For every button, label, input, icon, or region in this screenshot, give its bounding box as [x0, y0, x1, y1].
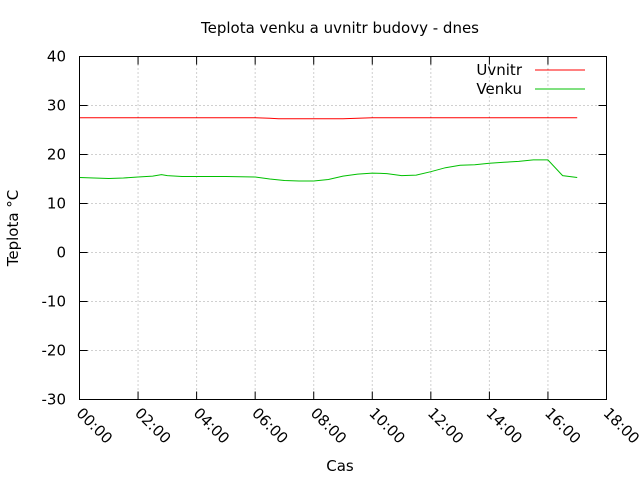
x-axis-tick-labels: 00:00 02:00 04:00 06:00 08:00 10:00 12:00 14:00…: [73, 404, 640, 447]
series-line-uvnitr: [79, 117, 578, 120]
x-tick-label: 02:00: [131, 404, 174, 447]
y-tick-label: 30: [47, 97, 66, 115]
x-tick-label: 10:00: [365, 404, 408, 447]
x-tick-label: 06:00: [248, 404, 291, 447]
legend-label-venku: Venku: [476, 80, 522, 98]
plot-area-border: [79, 56, 607, 400]
series-lines: [79, 117, 578, 182]
x-tick-label: 12:00: [424, 404, 467, 447]
x-tick-label: 18:00: [600, 404, 640, 447]
x-axis-title: Cas: [326, 457, 354, 475]
x-tick-label: 08:00: [307, 404, 350, 447]
y-axis-tick-labels: -30 -20 -10 0 10 20 30 40: [42, 48, 67, 409]
y-tick-label: 10: [47, 195, 66, 213]
y-tick-label: 40: [47, 48, 66, 66]
y-tick-label: 0: [56, 244, 66, 262]
x-tick-label: 14:00: [483, 404, 526, 447]
x-tick-label: 16:00: [541, 404, 584, 447]
legend-label-uvnitr: Uvnitr: [476, 61, 522, 79]
y-tick-label: 20: [47, 146, 66, 164]
chart-title: Teplota venku a uvnitr budovy - dnes: [200, 19, 479, 37]
grid-lines: [79, 56, 607, 400]
y-tick-label: -10: [42, 293, 67, 311]
y-tick-label: -20: [42, 342, 67, 360]
axis-ticks: [79, 56, 607, 400]
y-tick-label: -30: [42, 391, 67, 409]
x-tick-label: 00:00: [73, 404, 116, 447]
y-axis-title: Teplota °C: [4, 190, 22, 268]
series-line-venku: [79, 159, 578, 182]
x-tick-label: 04:00: [190, 404, 233, 447]
